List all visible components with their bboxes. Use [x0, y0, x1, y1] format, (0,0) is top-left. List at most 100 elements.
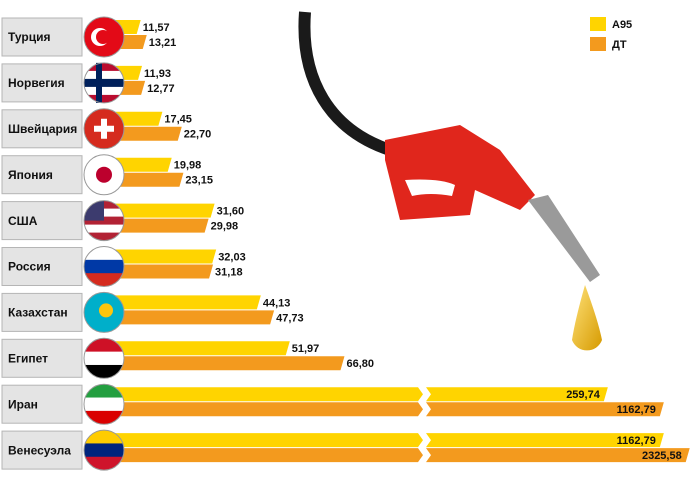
- bar: [98, 341, 290, 356]
- legend-label: А95: [612, 19, 632, 31]
- flag-stripe: [84, 94, 124, 103]
- flag: [83, 200, 125, 242]
- value-label: 44,13: [263, 297, 291, 309]
- value-label: 22,70: [184, 129, 212, 141]
- bar-segment: [98, 264, 214, 279]
- value-label: 66,80: [346, 358, 374, 370]
- bar: [98, 448, 690, 463]
- category-box: [1, 155, 83, 195]
- flag-mark: [94, 118, 114, 139]
- bar: [98, 310, 275, 325]
- pump-illustration: [298, 11, 602, 351]
- bar-segment: [426, 433, 664, 448]
- bar: [98, 249, 217, 264]
- value-label: 259,74: [566, 389, 601, 401]
- bar-segment: [98, 448, 423, 463]
- flag-stripe: [84, 430, 124, 444]
- bar-segment: [98, 341, 290, 356]
- legend-swatch: [590, 17, 606, 31]
- flag-border: [83, 16, 125, 58]
- category-label: Казахстан: [8, 306, 68, 320]
- category-box: [1, 292, 83, 332]
- value-label: 1162,79: [617, 404, 656, 416]
- category-label: Египет: [8, 351, 48, 365]
- category-label: Иран: [8, 397, 38, 411]
- flag: [83, 337, 125, 379]
- value-label: 32,03: [218, 251, 246, 263]
- value-label: 12,77: [147, 83, 175, 95]
- value-label: 51,97: [292, 343, 320, 355]
- bar-segment: [98, 295, 261, 310]
- bar: [98, 356, 345, 371]
- bar-segment: [98, 310, 275, 325]
- value-label: 19,98: [174, 160, 202, 172]
- bar-segment: [426, 402, 664, 417]
- flag: [83, 62, 125, 104]
- flag-border: [83, 154, 125, 196]
- flag-stripe: [84, 224, 124, 234]
- category-label: Турция: [8, 30, 50, 44]
- value-label: 1162,79: [617, 435, 656, 447]
- value-label: 17,45: [164, 114, 192, 126]
- category-box: [1, 201, 83, 241]
- bar-segment: [426, 387, 608, 402]
- legend-swatch: [590, 37, 606, 51]
- flag: [83, 429, 125, 471]
- flag-border: [83, 246, 125, 287]
- flag-stripe: [84, 364, 124, 379]
- flag-mark: [96, 166, 112, 183]
- category-box: [1, 430, 83, 470]
- value-label: 13,21: [149, 37, 177, 49]
- flag-stripe: [84, 232, 124, 241]
- category-label: Венесуэла: [8, 443, 71, 457]
- flag: [83, 16, 125, 58]
- flag-border: [83, 62, 125, 104]
- bar-segment: [98, 218, 209, 233]
- flag-border: [83, 200, 125, 242]
- category-label: Россия: [8, 260, 51, 274]
- value-label: 23,15: [185, 175, 213, 187]
- category-box: [1, 17, 83, 57]
- flag: [83, 383, 125, 425]
- category-box: [1, 384, 83, 424]
- bar: [98, 402, 664, 417]
- flag-mark: [99, 303, 113, 318]
- flag-stripe: [84, 410, 124, 425]
- value-label: 11,57: [143, 22, 170, 34]
- flag-stripe: [84, 259, 124, 274]
- flag-stripe: [84, 384, 124, 399]
- flag-stripe: [84, 397, 124, 412]
- category-label: США: [8, 214, 38, 228]
- flag-stripe: [84, 443, 124, 458]
- bar-segment: [98, 203, 215, 218]
- bar: [98, 433, 664, 448]
- category-label: Норвегия: [8, 76, 65, 90]
- bar: [98, 387, 608, 402]
- flag-border: [83, 337, 125, 379]
- category-label: Швейцария: [8, 122, 77, 136]
- flag-border: [83, 291, 125, 333]
- bar: [98, 203, 215, 218]
- flag-stripe: [84, 246, 124, 261]
- flag: [83, 246, 125, 287]
- flag-stripe: [84, 70, 124, 80]
- flag: [83, 108, 125, 150]
- flag-border: [83, 429, 125, 471]
- value-label: 2325,58: [642, 450, 682, 462]
- bar-segment: [98, 356, 345, 371]
- flag-mark: [96, 30, 110, 44]
- bar-segment: [98, 249, 217, 264]
- flag-mark: [84, 62, 124, 103]
- value-label: 47,73: [276, 312, 304, 324]
- flag-stripe: [84, 338, 124, 353]
- flag-stripe: [84, 86, 124, 96]
- bar: [98, 295, 261, 310]
- flag-border: [83, 383, 125, 425]
- bar: [98, 264, 214, 279]
- value-label: 29,98: [211, 221, 239, 233]
- category-box: [1, 338, 83, 378]
- flag-stripe: [84, 273, 124, 287]
- value-label: 31,18: [215, 266, 243, 278]
- bar-segment: [98, 402, 423, 417]
